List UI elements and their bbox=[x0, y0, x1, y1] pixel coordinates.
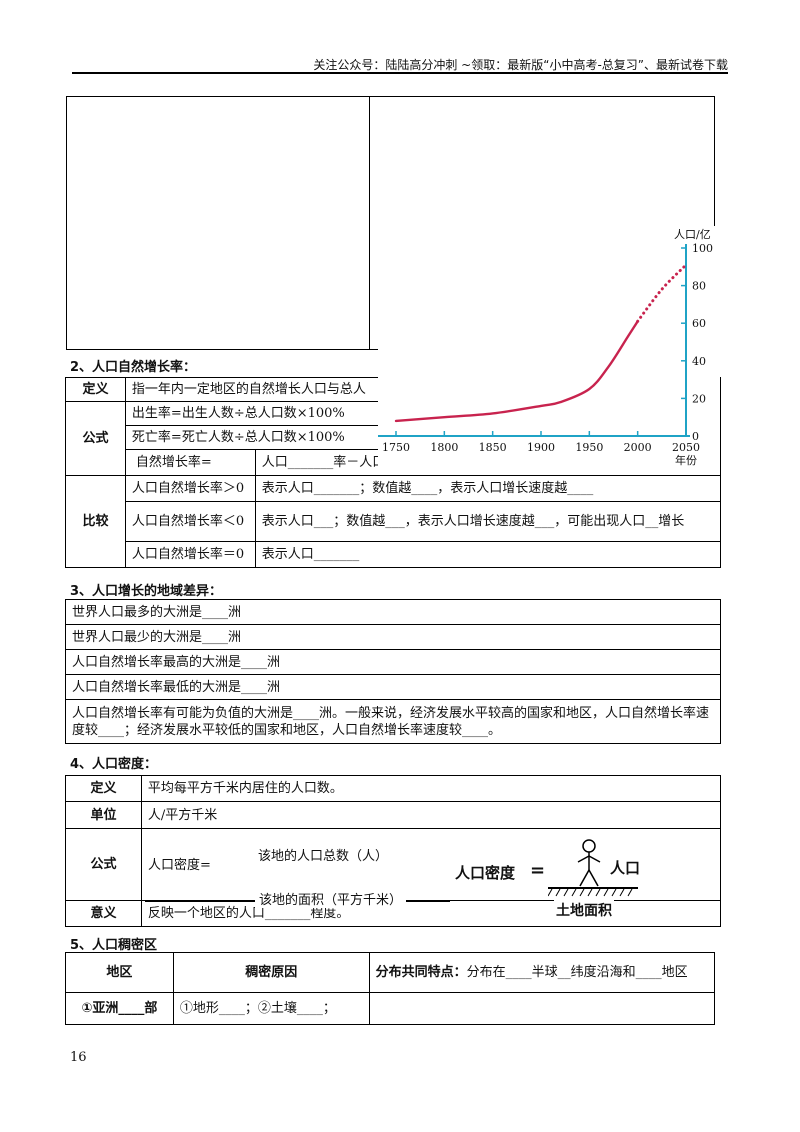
col-feature-title: 分布共同特点： bbox=[375, 965, 467, 980]
compare-cond-2: 人口自然增长率＜0 bbox=[124, 501, 256, 542]
fig-person-label: 人口 bbox=[610, 859, 641, 877]
region-row-4: 人口自然增长率最低的大洲是____洲 bbox=[65, 674, 721, 700]
x-tick-label-3: 1900 bbox=[527, 441, 555, 454]
row1-feature bbox=[368, 992, 716, 1025]
y-tick-label-2: 40 bbox=[692, 355, 706, 368]
y-tick-label-1: 20 bbox=[692, 392, 706, 405]
y-tick-label-0: 0 bbox=[692, 430, 699, 443]
density-formula-left: 人口密度= bbox=[148, 858, 211, 873]
x-tick-label-2: 1850 bbox=[479, 441, 507, 454]
x-tick-label-0: 1750 bbox=[382, 441, 410, 454]
y-tick-label-4: 80 bbox=[692, 280, 706, 293]
density-meaning-text: 反映一个地区的人口_______程度。 bbox=[140, 900, 722, 927]
x-axis-title: 年份 bbox=[675, 453, 697, 467]
person-icon bbox=[577, 839, 601, 887]
density-def-label: 定义 bbox=[65, 775, 142, 802]
col-region: 地区 bbox=[65, 952, 174, 993]
x-tick-label-1: 1800 bbox=[430, 441, 458, 454]
y-tick-label-5: 100 bbox=[692, 242, 713, 255]
row1-reason: ①地形____；②土壤____； bbox=[172, 992, 370, 1025]
x-tick-label-4: 1950 bbox=[575, 441, 603, 454]
region-row-2: 世界人口最少的大洲是____洲 bbox=[65, 624, 721, 650]
density-def-text: 平均每平方千米内居住的人口数。 bbox=[140, 775, 722, 802]
fig-land-label: 土地面积 bbox=[554, 900, 614, 920]
image-frame-left bbox=[66, 96, 370, 350]
section3-title: 3、人口增长的地域差异： bbox=[70, 584, 223, 599]
col-feature-text: 分布在____半球__纬度沿海和____地区 bbox=[466, 965, 688, 980]
col-feature: 分布共同特点：分布在____半球__纬度沿海和____地区 bbox=[368, 952, 716, 993]
x-tick-label-6: 2050 bbox=[672, 441, 700, 454]
fig-equals: = bbox=[530, 860, 546, 881]
compare-desc-2: 表示人口___；数值越___，表示人口增长速度越___，可能出现人口__增长 bbox=[254, 501, 722, 542]
compare-cond-1: 人口自然增长率＞0 bbox=[124, 475, 256, 502]
dense-region-table: 地区 稠密原因 分布共同特点：分布在____半球__纬度沿海和____地区 ①亚… bbox=[65, 952, 716, 1025]
def-label: 定义 bbox=[65, 377, 126, 402]
region-row-3: 人口自然增长率最高的大洲是____洲 bbox=[65, 649, 721, 675]
ground-hatch-icon bbox=[548, 887, 638, 897]
fig-density-label: 人口密度 bbox=[455, 864, 516, 882]
density-formula-label: 公式 bbox=[65, 828, 142, 901]
density-unit-label: 单位 bbox=[65, 801, 142, 829]
page-header: 关注公众号：陆陆高分冲刺 ~领取：最新版“小中高考-总复习”、最新试卷下载 bbox=[313, 58, 728, 72]
density-unit-text: 人/平方千米 bbox=[140, 801, 722, 829]
header-rule bbox=[72, 72, 728, 74]
compare-label: 比较 bbox=[65, 475, 126, 568]
region-diff-table: 世界人口最多的大洲是____洲 世界人口最少的大洲是____洲 人口自然增长率最… bbox=[65, 599, 721, 744]
section2-title: 2、人口自然增长率： bbox=[70, 360, 197, 375]
y-tick-label-3: 60 bbox=[692, 317, 706, 330]
compare-desc-3: 表示人口_______ bbox=[254, 541, 722, 568]
population-series-solid bbox=[394, 320, 639, 423]
density-numerator: 该地的人口总数（人） bbox=[258, 849, 389, 864]
page-number: 16 bbox=[70, 1050, 87, 1065]
density-meaning-label: 意义 bbox=[65, 900, 142, 927]
formula-label: 公式 bbox=[65, 401, 126, 476]
population-series-dotted bbox=[636, 263, 688, 323]
region-row-5: 人口自然增长率有可能为负值的大洲是____洲。一般来说，经济发展水平较高的国家和… bbox=[65, 699, 721, 744]
section5-title: 5、人口稠密区 bbox=[70, 938, 158, 953]
density-denominator: 该地的面积（平方千米） bbox=[255, 889, 407, 908]
col-reason: 稠密原因 bbox=[172, 952, 370, 993]
chart-background bbox=[378, 226, 720, 474]
region-row-1: 世界人口最多的大洲是____洲 bbox=[65, 599, 721, 625]
x-tick-label-5: 2000 bbox=[624, 441, 652, 454]
natural-rate-label: 自然增长率= bbox=[124, 449, 256, 476]
compare-desc-1: 表示人口_______；数值越____，表示人口增长速度越____ bbox=[254, 475, 722, 502]
section4-title: 4、人口密度： bbox=[70, 757, 158, 772]
row1-region: ①亚洲____部 bbox=[65, 992, 174, 1025]
compare-cond-3: 人口自然增长率＝0 bbox=[124, 541, 256, 568]
y-axis-title: 人口/亿 bbox=[674, 228, 711, 241]
